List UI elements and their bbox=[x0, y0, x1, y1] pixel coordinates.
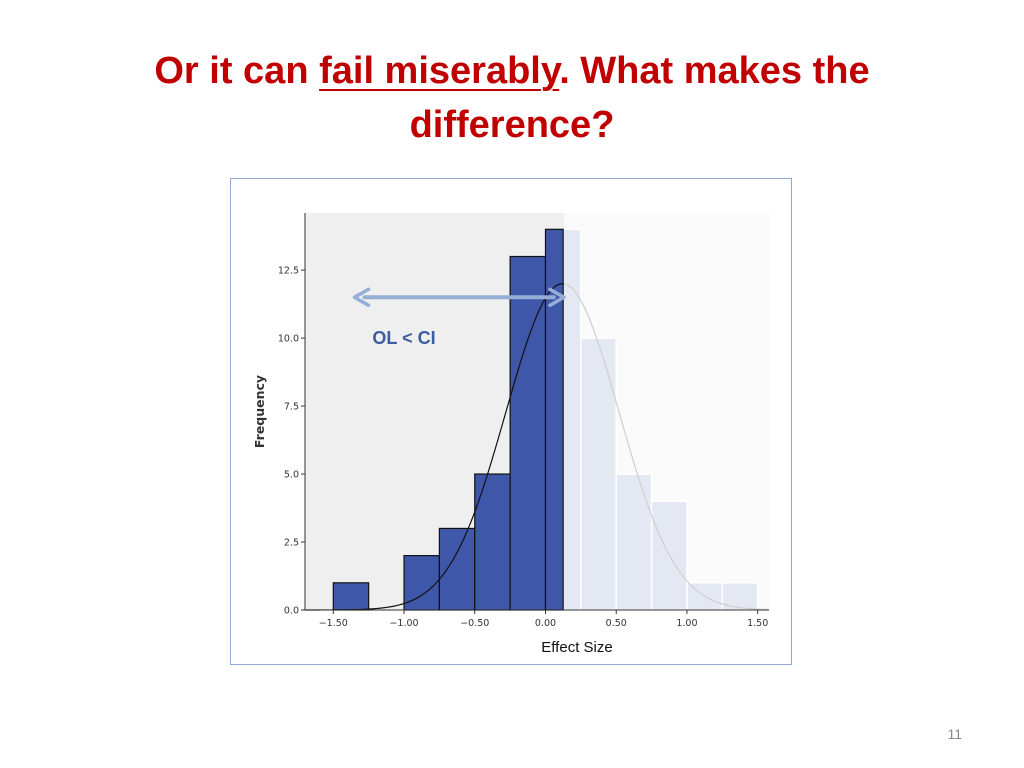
title-underlined-phrase: fail miserably bbox=[319, 50, 560, 92]
y-tick-label: 10.0 bbox=[278, 334, 299, 345]
y-tick-label: 0.0 bbox=[284, 606, 299, 617]
x-tick-label: 0.00 bbox=[535, 618, 556, 629]
histogram-bar-highlighted bbox=[474, 473, 511, 611]
y-axis-label: Frequency bbox=[252, 375, 267, 448]
chart-frame: 0.0 2.5 5.0 7.5 10.0 12.5 −1.50 −1.00 −0.50 0.00 0… bbox=[230, 178, 792, 665]
histogram-bar-highlighted bbox=[509, 255, 547, 611]
histogram-chart: 0.0 2.5 5.0 7.5 10.0 12.5 −1.50 −1.00 −0.50 0.00 0… bbox=[252, 213, 770, 656]
y-tick-label: 2.5 bbox=[284, 538, 299, 549]
title-line-2: difference? bbox=[409, 104, 615, 146]
x-tick-label: −0.50 bbox=[460, 618, 489, 629]
title-part-1: Or it can bbox=[154, 50, 320, 92]
annotation-label: OL < CI bbox=[372, 328, 435, 348]
y-tick-label: 5.0 bbox=[284, 470, 299, 481]
annotation-arrow-right-head bbox=[548, 287, 566, 308]
x-tick-label: 0.50 bbox=[606, 618, 627, 629]
x-tick-label: 1.00 bbox=[676, 618, 697, 629]
normal-curve-right bbox=[563, 283, 770, 611]
title-part-2: . What makes the bbox=[559, 50, 870, 92]
y-tick-label: 7.5 bbox=[284, 402, 299, 413]
x-tick-label: 1.50 bbox=[747, 618, 768, 629]
x-axis-label: Effect Size bbox=[541, 639, 612, 656]
y-tick-label: 12.5 bbox=[278, 266, 299, 277]
histogram-bar-highlighted bbox=[438, 527, 476, 611]
histogram-bar-highlighted bbox=[332, 582, 370, 611]
x-tick-label: −1.00 bbox=[389, 618, 418, 629]
page-number: 11 bbox=[947, 726, 962, 742]
x-tick-label: −1.50 bbox=[319, 618, 348, 629]
histogram-bar-faded bbox=[580, 337, 617, 611]
annotation-arrow-left-head bbox=[352, 287, 371, 308]
histogram-bar-faded bbox=[615, 473, 653, 611]
histogram-bar-faded bbox=[562, 228, 582, 611]
slide-title: Or it can fail miserably. What makes the… bbox=[0, 44, 1024, 152]
